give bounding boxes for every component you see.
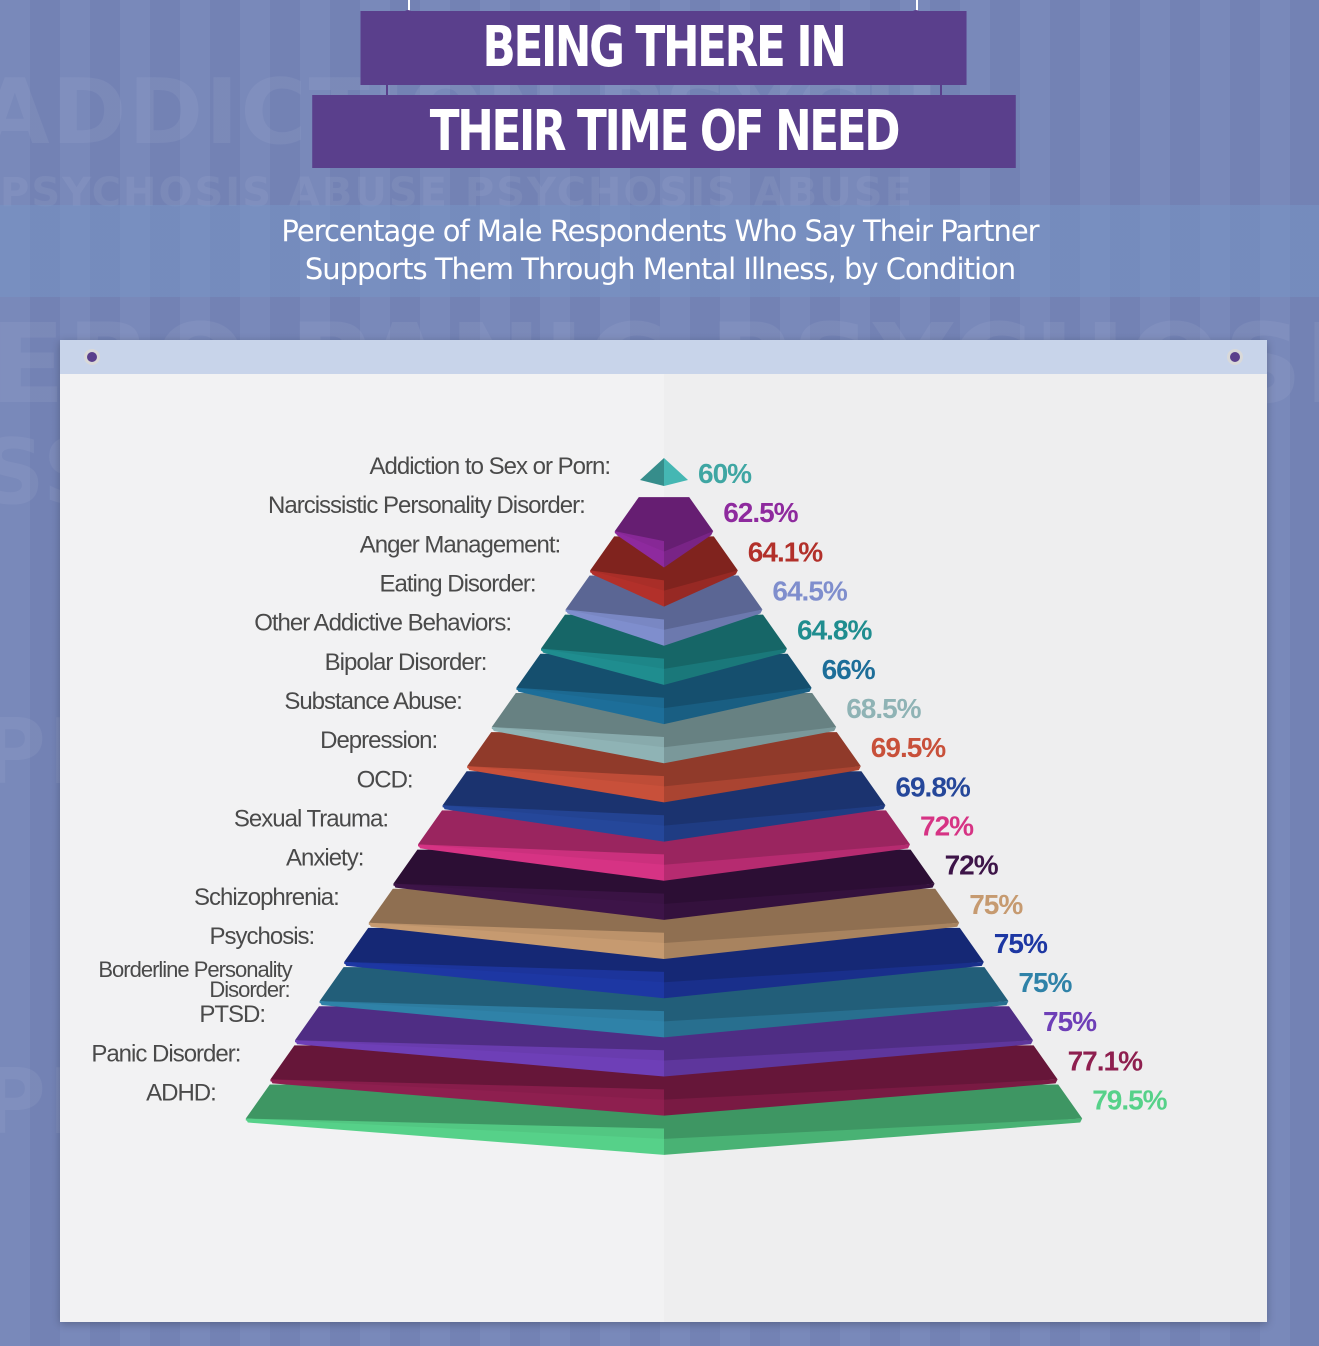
category-label: Anger Management:: [360, 531, 560, 558]
value-label: 64.1%: [748, 536, 823, 567]
panel-header-bar: [60, 340, 1267, 374]
pyramid-tier: [516, 687, 664, 725]
pyramid-tier: [664, 805, 886, 842]
pyramid-tier: [418, 844, 664, 881]
category-label: Eating Disorder:: [380, 570, 536, 597]
value-label: 69.5%: [871, 732, 946, 763]
pyramid-tier: [344, 961, 664, 999]
value-label: 75%: [1018, 967, 1072, 998]
category-label: Addiction to Sex or Porn:: [370, 453, 610, 480]
pyramid-tier: [565, 609, 664, 646]
pyramid-tier: [664, 609, 763, 646]
chart-subtitle: Percentage of Male Respondents Who Say T…: [160, 212, 1160, 288]
subtitle-band: [0, 205, 1319, 297]
category-label: Sexual Trauma:: [234, 805, 388, 832]
value-label: 75%: [1043, 1006, 1097, 1037]
pyramid-tier: [664, 1118, 1083, 1155]
pyramid-tier: [664, 844, 910, 881]
pyramid-tier: [664, 687, 812, 725]
value-label: 69.8%: [895, 771, 970, 802]
chart-subtitle-line-1: Percentage of Male Respondents Who Say T…: [281, 214, 1039, 248]
background-watermark: PSYCHOSIS ABUSE PSYCHOSIS ABUSE: [0, 170, 914, 216]
category-label: Anxiety:: [286, 845, 363, 872]
value-label: 72%: [945, 850, 999, 881]
chart-subtitle-line-2: Supports Them Through Mental Illness, by…: [304, 252, 1016, 286]
category-label-line-1: Borderline Personality: [98, 957, 292, 982]
category-label: ADHD:: [146, 1080, 216, 1107]
pyramid-tier: [664, 922, 960, 960]
pyramid-tier: [640, 458, 664, 486]
category-label: Psychosis:: [209, 923, 314, 950]
value-label: 62.5%: [723, 497, 798, 528]
pyramid-tier: [467, 766, 664, 803]
category-label: Other Addictive Behaviors:: [254, 610, 511, 637]
pyramid-tier: [491, 726, 664, 764]
value-label: 72%: [920, 810, 974, 841]
value-label: 64.8%: [797, 615, 872, 646]
pyramid-tier: [664, 1079, 1058, 1116]
connector-right: [940, 85, 942, 95]
connector-left: [386, 85, 388, 95]
pyramid-tier: [664, 648, 787, 685]
value-label: 64.5%: [772, 575, 847, 606]
pyramid-tier: [664, 531, 714, 568]
pyramid-tier: [368, 922, 664, 960]
category-label: OCD:: [357, 766, 413, 793]
pyramid-tier: [319, 1001, 664, 1038]
pyramid-tier: [541, 648, 664, 685]
pyramid-tier: [664, 570, 738, 607]
category-label-line-2: Disorder:: [209, 977, 289, 1002]
panel-pin-right-icon: [1227, 349, 1243, 365]
pyramid-tier: [590, 570, 664, 607]
pyramid-tier: [664, 726, 837, 764]
pyramid-tier: [664, 883, 935, 920]
category-label: Depression:: [320, 727, 437, 754]
pyramid-tier: [245, 1118, 665, 1155]
value-label: 77.1%: [1068, 1045, 1143, 1076]
pyramid-tier: [295, 1040, 664, 1077]
pyramid-tier: [664, 1001, 1009, 1038]
pyramid-tier: [614, 531, 664, 568]
value-label: 79.5%: [1092, 1085, 1167, 1116]
pyramid-tier: [393, 883, 664, 920]
pyramid-tier: [664, 458, 688, 486]
hanger-string-left: [408, 0, 410, 14]
panel-pin-left-icon: [84, 349, 100, 365]
value-label: 60%: [698, 458, 752, 489]
pyramid-tier: [664, 1040, 1033, 1077]
category-label: Bipolar Disorder:: [325, 649, 487, 676]
pyramid-tier: [664, 766, 861, 803]
value-label: 66%: [822, 654, 876, 685]
category-label: PTSD:: [199, 1001, 265, 1028]
pyramid-tier: [270, 1079, 664, 1116]
category-label: Narcissistic Personality Disorder:: [268, 492, 585, 519]
pyramid-tier: [442, 805, 664, 842]
hanger-string-right: [916, 0, 918, 14]
category-label: Schizophrenia:: [194, 884, 339, 911]
value-label: 75%: [969, 889, 1023, 920]
page-title-line-2: Their Time of Need: [312, 95, 1016, 168]
value-label: 75%: [994, 928, 1048, 959]
pyramid-tier: [664, 961, 984, 999]
value-label: 68.5%: [846, 693, 921, 724]
category-label: Substance Abuse:: [284, 688, 461, 715]
category-label: Panic Disorder:: [91, 1040, 240, 1067]
page-title-line-1: Being There in: [360, 11, 967, 85]
